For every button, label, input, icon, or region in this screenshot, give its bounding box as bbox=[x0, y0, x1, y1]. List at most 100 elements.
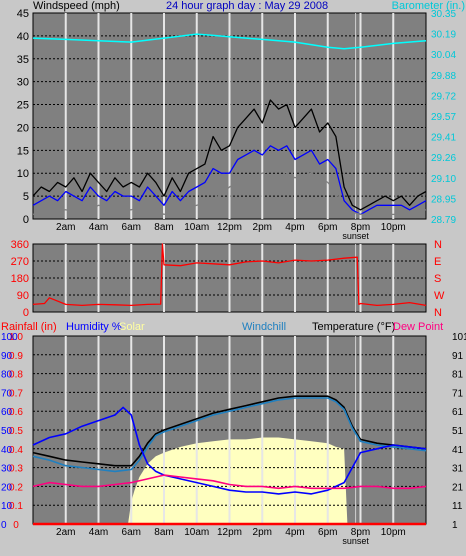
x-tick-label: 4am bbox=[89, 527, 108, 538]
direction-tick-label: 0 bbox=[23, 307, 29, 319]
y-tick-label: 25 bbox=[17, 100, 29, 112]
y2-tick-label: 29.41 bbox=[431, 133, 456, 144]
x-tick-label: 10am bbox=[184, 222, 209, 233]
rain-tick-label: 0.2 bbox=[9, 482, 23, 493]
temperature-tick-label: 21 bbox=[452, 482, 464, 493]
x-tick-label: 10pm bbox=[381, 527, 406, 538]
temperature-tick-label: 11 bbox=[452, 501, 463, 512]
rain-tick-label: 0.6 bbox=[9, 407, 23, 418]
rain-tick-label: 0 bbox=[13, 520, 19, 531]
x-tick-label: 6pm bbox=[318, 222, 337, 233]
x-tick-label: 6am bbox=[122, 527, 141, 538]
compass-label: E bbox=[434, 256, 441, 268]
compass-label: S bbox=[434, 273, 441, 285]
x-tick-label: 10pm bbox=[381, 222, 406, 233]
y-tick-label: 20 bbox=[17, 122, 29, 134]
y-tick-label: 0 bbox=[23, 214, 29, 226]
dewpoint-label: Dew Point bbox=[393, 321, 443, 333]
x-tick-label: 8pm bbox=[351, 222, 370, 233]
humidity-label: Humidity % bbox=[66, 321, 122, 333]
x-tick-label: 8am bbox=[154, 527, 173, 538]
x-tick-label: 2am bbox=[56, 527, 75, 538]
temperature-tick-label: 41 bbox=[452, 445, 464, 456]
y2-tick-label: 29.10 bbox=[431, 174, 456, 185]
y2-tick-label: 29.57 bbox=[431, 112, 456, 123]
barometer-series bbox=[32, 33, 427, 50]
chart-title: 24 hour graph day : May 29 2008 bbox=[166, 0, 328, 12]
dewpoint-series bbox=[32, 474, 427, 490]
temperature-tick-label: 101 bbox=[452, 332, 466, 343]
rain-tick-label: 0.7 bbox=[9, 388, 23, 399]
humidity-tick-label: 90 bbox=[1, 351, 13, 362]
x-tick-label: 4pm bbox=[285, 527, 304, 538]
windspeed-label: Windspeed (mph) bbox=[33, 0, 120, 12]
compass-label: W bbox=[434, 290, 445, 302]
y2-tick-label: 28.95 bbox=[431, 194, 456, 205]
rain-tick-label: 0.9 bbox=[9, 351, 23, 362]
y-tick-label: 35 bbox=[17, 54, 29, 66]
humidity-tick-label: 20 bbox=[1, 482, 13, 493]
temperature-tick-label: 1 bbox=[452, 520, 458, 531]
y-tick-label: 30 bbox=[17, 77, 29, 89]
humidity-tick-label: 40 bbox=[1, 445, 13, 456]
rain-tick-label: 0.8 bbox=[9, 370, 23, 381]
sunset-label: sunset bbox=[342, 231, 369, 241]
humidity-tick-label: 70 bbox=[1, 388, 13, 399]
x-tick-label: 6am bbox=[122, 222, 141, 233]
barometer-label: Barometer (in.) bbox=[392, 0, 465, 12]
solar-label: Solar bbox=[119, 321, 145, 333]
y2-tick-label: 29.26 bbox=[431, 153, 456, 164]
y2-tick-label: 30.35 bbox=[431, 9, 456, 20]
windchill-series bbox=[32, 397, 427, 473]
x-tick-label: 8pm bbox=[351, 527, 370, 538]
rain-tick-label: 0.3 bbox=[9, 464, 23, 475]
wind-barometer-panel: 0 5 10 15 20 25 30 35 40 45 28.79 28.95 29.10 29.26 29… bbox=[17, 8, 457, 241]
humidity-series bbox=[32, 406, 427, 495]
y2-tick-label: 30.04 bbox=[431, 50, 456, 61]
y-tick-label: 10 bbox=[17, 168, 29, 180]
y2-tick-label: 28.79 bbox=[431, 215, 456, 226]
x-tick-label: 4am bbox=[89, 222, 108, 233]
y-tick-label: 5 bbox=[23, 191, 29, 203]
temperature-label: Temperature (°F) bbox=[312, 321, 395, 333]
y-tick-label: 45 bbox=[17, 8, 29, 20]
y2-tick-label: 29.72 bbox=[431, 91, 456, 102]
compass-label: N bbox=[434, 239, 442, 251]
humidity-tick-label: 80 bbox=[1, 370, 13, 381]
direction-tick-label: 90 bbox=[17, 290, 29, 302]
temperature-tick-label: 31 bbox=[452, 464, 464, 475]
x-tick-label: 4pm bbox=[285, 222, 304, 233]
rain-tick-label: 0.4 bbox=[9, 445, 23, 456]
temperature-tick-label: 71 bbox=[452, 388, 464, 399]
x-tick-label: 2am bbox=[56, 222, 75, 233]
lull-series bbox=[32, 167, 427, 216]
rain-tick-label: 0.1 bbox=[9, 501, 23, 512]
temp-humidity-panel: 00.10.20.30.40.50.60.70.80.91.0010203040… bbox=[1, 332, 466, 546]
compass-label: N bbox=[434, 307, 442, 319]
humidity-tick-label: 100 bbox=[1, 332, 18, 343]
direction-tick-label: 270 bbox=[11, 256, 29, 268]
sunset-label: sunset bbox=[342, 536, 369, 546]
windchill-label: Windchill bbox=[242, 321, 286, 333]
direction-series bbox=[32, 243, 427, 307]
x-tick-label: 6pm bbox=[318, 527, 337, 538]
humidity-tick-label: 0 bbox=[1, 520, 7, 531]
rain-tick-label: 0.5 bbox=[9, 426, 23, 437]
y-tick-label: 40 bbox=[17, 31, 29, 43]
x-tick-label: 8am bbox=[154, 222, 173, 233]
direction-tick-label: 360 bbox=[11, 239, 29, 251]
x-tick-label: 12pm bbox=[217, 527, 242, 538]
rain-tick-label: 1.0 bbox=[9, 332, 23, 343]
humidity-tick-label: 50 bbox=[1, 426, 13, 437]
y-tick-label: 15 bbox=[17, 145, 29, 157]
temperature-tick-label: 81 bbox=[452, 370, 464, 381]
temperature-tick-label: 51 bbox=[452, 426, 464, 437]
y2-tick-label: 30.19 bbox=[431, 30, 456, 41]
humidity-tick-label: 10 bbox=[1, 501, 13, 512]
x-tick-label: 2pm bbox=[253, 527, 272, 538]
humidity-tick-label: 60 bbox=[1, 407, 13, 418]
temperature-series bbox=[32, 395, 427, 467]
x-tick-label: 10am bbox=[184, 527, 209, 538]
